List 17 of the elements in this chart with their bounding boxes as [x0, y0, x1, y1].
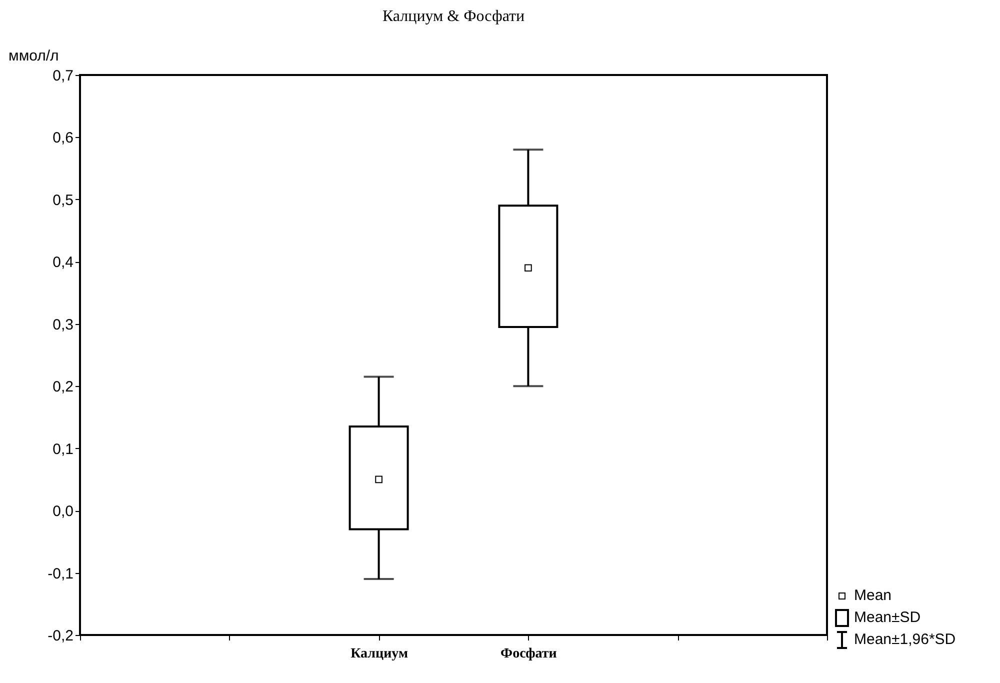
y-tick-label: -0,1: [48, 565, 74, 582]
chart-title: Калциум & Фосфати: [382, 8, 525, 25]
y-tick-label: 0,2: [52, 378, 74, 396]
x-tick-label: Фосфати: [500, 646, 557, 662]
y-tick-label: 0,6: [52, 130, 74, 147]
y-tick-label: 0,3: [52, 316, 74, 334]
y-axis-title: ммол/л: [8, 48, 59, 64]
y-tick-label: 0,7: [52, 68, 74, 84]
y-tick-label: 0,5: [52, 192, 74, 209]
y-tick-label: -0,2: [48, 628, 74, 644]
y-tick-label: 0,0: [52, 503, 74, 520]
x-tick-label: Калциум: [350, 646, 408, 662]
text: Mean: [854, 586, 892, 606]
y-tick-label: 0,4: [52, 254, 74, 272]
y-tick-label: 0,1: [52, 440, 74, 458]
text: Mean±SD: [854, 608, 921, 628]
text: Mean±1,96*SD: [854, 630, 956, 650]
